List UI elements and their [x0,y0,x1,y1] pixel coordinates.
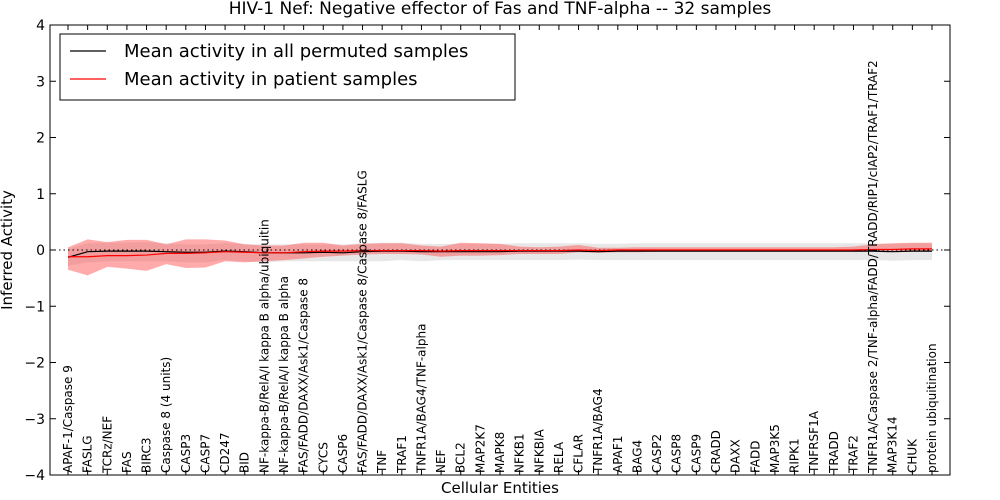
x-category-label: CASP3 [179,434,193,473]
x-category-label: CASP8 [670,434,684,473]
x-category-label: NF-kappa-B/RelA/I kappa B alpha/ubiquiti… [257,219,271,473]
y-tick-label: 1 [36,187,45,203]
x-category-label: MAP2K7 [473,424,487,473]
y-tick-label: −4 [24,468,45,484]
series-line-patient [68,248,932,258]
x-category-label: FASLG [81,435,95,473]
x-category-label: CFLAR [572,434,586,473]
x-category-label: CASP9 [689,434,703,473]
x-category-label: APAF-1/Caspase 9 [61,365,75,473]
x-category-label: NFKBIA [532,428,546,473]
x-category-label: TNFRSF1A [807,410,821,474]
x-axis-title: Cellular Entities [441,479,559,497]
x-category-label: FAS/FADD/DAXX/Ask1/Caspase 8 [297,278,311,473]
legend-label-permuted: Mean activity in all permuted samples [124,41,468,62]
x-category-label: TCRz/NEF [100,416,114,474]
x-category-label: FAS [120,451,134,473]
x-category-label: APAF1 [611,436,625,473]
x-category-label: CASP7 [198,434,212,473]
legend-label-patient: Mean activity in patient samples [124,69,418,90]
x-category-label: CASP2 [650,434,664,473]
x-category-labels: APAF-1/Caspase 9 FASLG TCRz/NEF FAS BIRC3 Cas… [61,25,939,475]
chart-title: HIV-1 Nef: Negative effector of Fas and … [229,0,772,19]
y-tick-label: 4 [36,18,45,34]
x-category-label: NFKB1 [513,433,527,473]
y-tick-label: −2 [24,356,45,372]
x-category-label: BAG4 [630,440,644,473]
x-category-label: CD247 [218,432,232,473]
y-tick-label: 0 [36,243,45,259]
x-category-label: BCL2 [454,442,468,473]
x-category-label: CHUK [905,438,919,473]
series-lines [67,248,932,258]
x-category-label: DAXX [729,439,743,473]
x-category-label: NF-kappa-B/RelA/I kappa B alpha [277,276,291,473]
x-category-label: CASP6 [336,434,350,473]
x-category-label: TNF [375,450,389,474]
x-category-label: TNFR1A/BAG4/TNF-alpha [414,324,428,474]
band-permuted [68,242,932,266]
x-category-label: MAP3K5 [768,424,782,473]
x-category-label: RIPK1 [788,438,802,473]
y-tick-label: 3 [36,74,45,90]
legend-box [59,33,516,101]
x-category-label: TNFR1A/BAG4 [591,388,605,474]
x-category-label: BID [238,452,252,473]
x-category-label: Caspase 8 (4 units) [159,357,173,473]
x-category-label: BIRC3 [140,437,154,473]
x-category-label: FADD [748,441,762,474]
x-category-label: CYCS [316,442,330,473]
x-category-label: TRAF2 [846,435,860,474]
x-category-label: protein ubiquitination [925,343,939,473]
x-category-label: NEF [434,449,448,473]
y-tick-label: 2 [36,131,45,147]
x-category-label: FAS/FADD/DAXX/Ask1/Caspase 8/Caspase 8/F… [356,170,370,473]
y-tick-label: −3 [24,412,45,428]
y-tick-label: −1 [24,299,45,315]
confidence-bands [68,239,932,276]
x-category-label: MAPK8 [493,432,507,473]
x-category-label: CRADD [709,430,723,473]
y-axis-title: Inferred Activity [0,190,16,310]
x-category-label: TRAF1 [395,435,409,474]
x-category-label: TRADD [827,431,841,474]
x-category-label: MAP3K14 [886,416,900,473]
x-category-label: TNFR1A/Caspase 2/TNF-alpha/FADD/TRADD/RI… [866,60,880,474]
legend: Mean activity in all permuted samples Me… [59,33,516,101]
y-axis: −4 −3 −2 −1 0 1 2 3 4 [24,18,950,484]
band-patient [68,239,932,276]
x-category-label: RELA [552,441,566,473]
